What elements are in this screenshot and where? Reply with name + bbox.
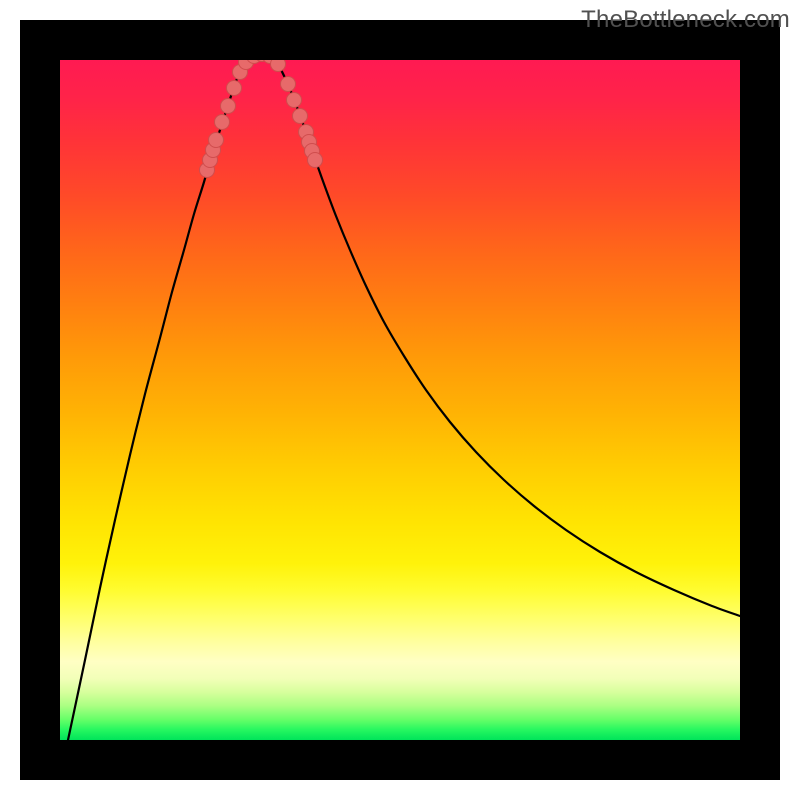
- chart-frame: TheBottleneck.com: [0, 0, 800, 800]
- chart-svg: [0, 0, 800, 800]
- watermark-text: TheBottleneck.com: [581, 6, 790, 34]
